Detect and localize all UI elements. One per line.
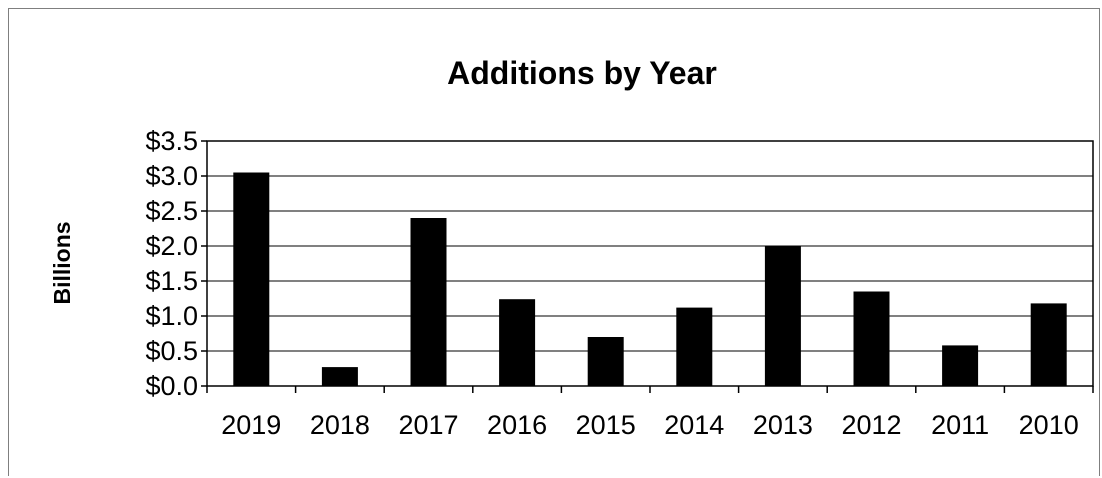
- y-tick-label: $1.5: [145, 266, 198, 296]
- y-tick-label: $1.0: [145, 301, 198, 331]
- bar-2011: [942, 345, 979, 386]
- bar-2014: [676, 307, 713, 386]
- x-axis-ticks: 2019 2018 2017 2016 2015 2014 2013 2012 2011 2010: [206, 386, 1094, 440]
- x-tick-label: 2012: [841, 410, 901, 440]
- x-tick-label: 2018: [310, 410, 370, 440]
- bar-2015: [587, 337, 624, 386]
- plot-area-border: [206, 140, 1094, 387]
- x-tick-label: 2014: [664, 410, 724, 440]
- chart-title: Additions by Year: [447, 55, 717, 91]
- bar-2010: [1030, 303, 1067, 386]
- bar-2018: [321, 367, 358, 386]
- bar-2013: [764, 246, 801, 386]
- y-tick-label: $3.0: [145, 161, 198, 191]
- x-tick-label: 2011: [931, 410, 989, 440]
- chart-frame: [8, 8, 1100, 476]
- x-tick-label: 2017: [398, 410, 458, 440]
- bar-2016: [499, 299, 536, 386]
- y-tick-label: $2.0: [145, 231, 198, 261]
- x-tick-label: 2015: [576, 410, 636, 440]
- bar-2019: [233, 172, 270, 386]
- y-axis-ticks: $0.0 $0.5 $1.0 $1.5 $2.0 $2.5 $3.0 $3.5: [145, 126, 207, 401]
- x-tick-label: 2016: [487, 410, 547, 440]
- y-tick-label: $0.5: [145, 336, 198, 366]
- bar-2017: [410, 218, 447, 386]
- bars: [233, 172, 1067, 386]
- x-tick-label: 2019: [221, 410, 281, 440]
- y-tick-label: $2.5: [145, 196, 198, 226]
- y-tick-label: $3.5: [145, 126, 198, 156]
- x-tick-label: 2013: [753, 410, 813, 440]
- x-tick-label: 2010: [1019, 410, 1079, 440]
- y-tick-label: $0.0: [145, 371, 198, 401]
- bar-2012: [853, 291, 890, 386]
- gridlines: [207, 175, 1093, 352]
- y-axis-label: Billions: [49, 221, 75, 304]
